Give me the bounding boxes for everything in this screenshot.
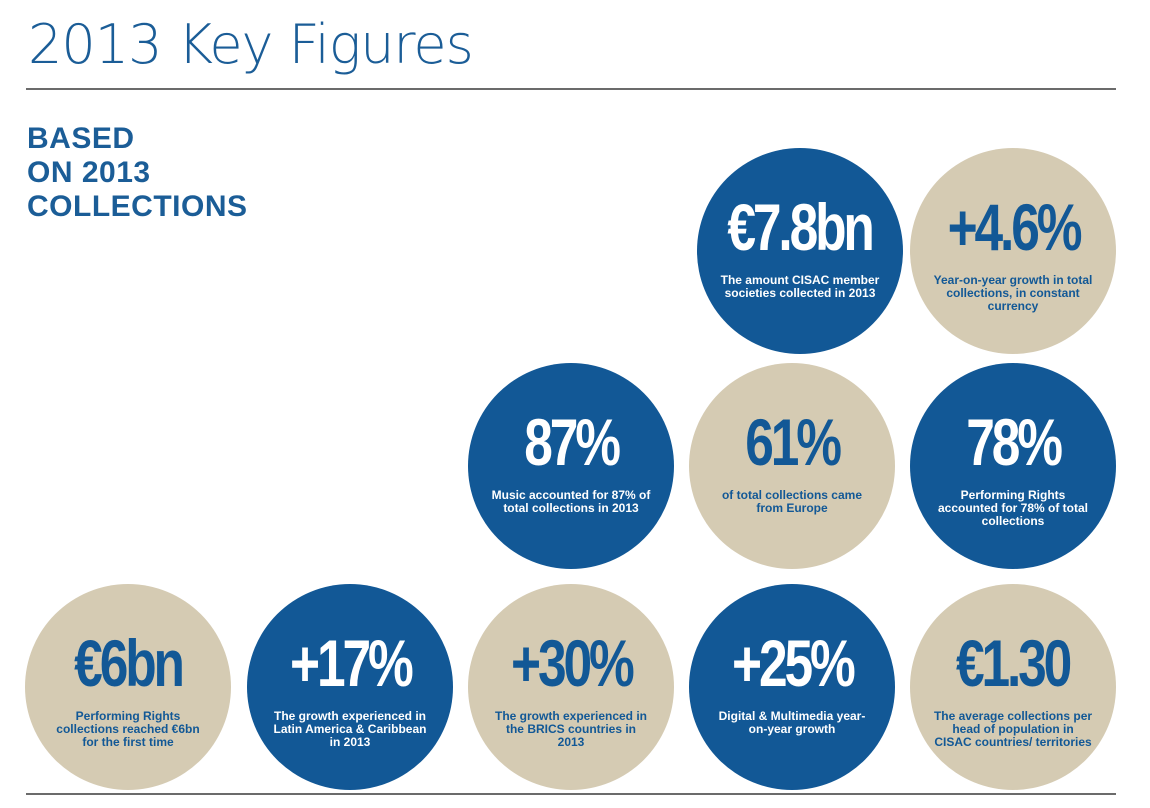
figure-description: The growth experienced in the BRICS coun…	[494, 709, 648, 749]
figure-description: Performing Rights collections reached €6…	[56, 709, 200, 749]
subtitle-line: COLLECTIONS	[27, 190, 248, 223]
figure-description: of total collections came from Europe	[721, 488, 863, 515]
figure-description: The amount CISAC member societies collec…	[720, 273, 880, 300]
figure-value: 61%	[745, 405, 842, 479]
figure-description: Year-on-year growth in total collections…	[933, 273, 1093, 313]
subtitle-line: BASED	[27, 122, 135, 155]
figure-circle-digital-growth: +25% Digital & Multimedia year-on-year g…	[689, 584, 895, 790]
page-title: 2013 Key Figures	[28, 13, 474, 76]
figure-circle-per-capita: €1.30 The average collections per head o…	[910, 584, 1116, 790]
figure-description: Music accounted for 87% of total collect…	[491, 488, 651, 515]
figure-circle-yoy-growth: +4.6% Year-on-year growth in total colle…	[910, 148, 1116, 354]
figure-description: Digital & Multimedia year-on-year growth	[718, 709, 866, 736]
figure-circle-performing-rights-share: 78% Performing Rights accounted for 78% …	[910, 363, 1116, 569]
figure-value: €1.30	[956, 626, 1072, 700]
figure-value: €6bn	[74, 626, 185, 700]
figure-circle-total-collections: €7.8bn The amount CISAC member societies…	[697, 148, 903, 354]
figure-value: +4.6%	[947, 190, 1082, 264]
figure-circle-europe-share: 61% of total collections came from Europ…	[689, 363, 895, 569]
subtitle-line: ON 2013	[27, 156, 151, 189]
figure-description: The average collections per head of popu…	[933, 709, 1093, 749]
figure-value: 78%	[966, 405, 1063, 479]
figure-value: +30%	[510, 626, 635, 700]
figure-description: The growth experienced in Latin America …	[273, 709, 427, 749]
figure-value: 87%	[524, 405, 621, 479]
figure-circle-music-share: 87% Music accounted for 87% of total col…	[468, 363, 674, 569]
figure-value: +17%	[289, 626, 414, 700]
figure-value: +25%	[731, 626, 856, 700]
figure-circle-brics-growth: +30% The growth experienced in the BRICS…	[468, 584, 674, 790]
figure-circle-latin-america-growth: +17% The growth experienced in Latin Ame…	[247, 584, 453, 790]
section-subtitle: BASED ON 2013 COLLECTIONS	[27, 122, 248, 224]
figure-description: Performing Rights accounted for 78% of t…	[937, 488, 1089, 528]
title-divider	[26, 88, 1116, 90]
figure-circle-performing-rights-total: €6bn Performing Rights collections reach…	[25, 584, 231, 790]
figure-value: €7.8bn	[727, 190, 875, 264]
bottom-divider	[26, 793, 1116, 795]
